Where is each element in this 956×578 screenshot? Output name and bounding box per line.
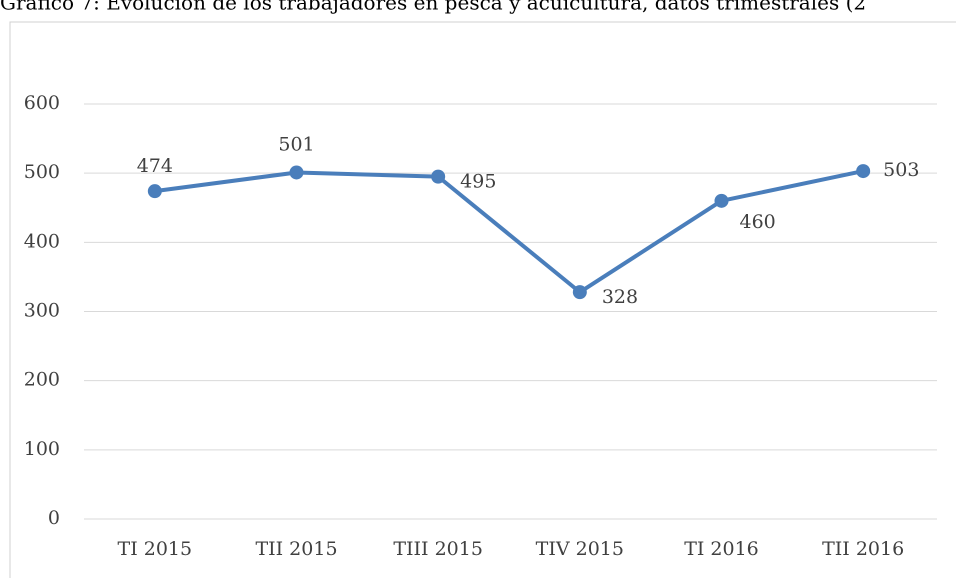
data-label: 503: [883, 159, 919, 181]
x-tick-label: TII 2016: [822, 538, 904, 560]
y-tick-label: 200: [24, 369, 60, 391]
data-point: [572, 285, 587, 300]
y-tick-label: 400: [24, 230, 60, 252]
y-tick-label: 500: [24, 161, 60, 183]
data-point: [714, 193, 729, 208]
y-tick-label: 600: [24, 92, 60, 114]
data-point: [289, 165, 304, 180]
x-tick-label: TIII 2015: [393, 538, 483, 560]
x-tick-label: TI 2016: [684, 538, 759, 560]
x-tick-label: TII 2015: [255, 538, 337, 560]
y-tick-label: 100: [24, 438, 60, 460]
y-tick-label: 300: [24, 300, 60, 322]
y-tick-label: 0: [48, 507, 60, 529]
data-label: 495: [460, 171, 496, 193]
chart-frame: [9, 21, 956, 578]
data-point: [431, 169, 446, 184]
series-line: [154, 169, 864, 295]
data-label: 328: [602, 286, 638, 308]
x-tick-label: TI 2015: [118, 538, 193, 560]
data-point: [856, 164, 871, 179]
data-label: 501: [278, 133, 314, 155]
chart-title: Gráfico 7: Evolución de los trabajadores…: [0, 0, 866, 15]
data-label: 460: [740, 211, 776, 233]
data-point: [147, 184, 162, 199]
x-tick-label: TIV 2015: [536, 538, 624, 560]
data-label: 474: [137, 155, 173, 177]
